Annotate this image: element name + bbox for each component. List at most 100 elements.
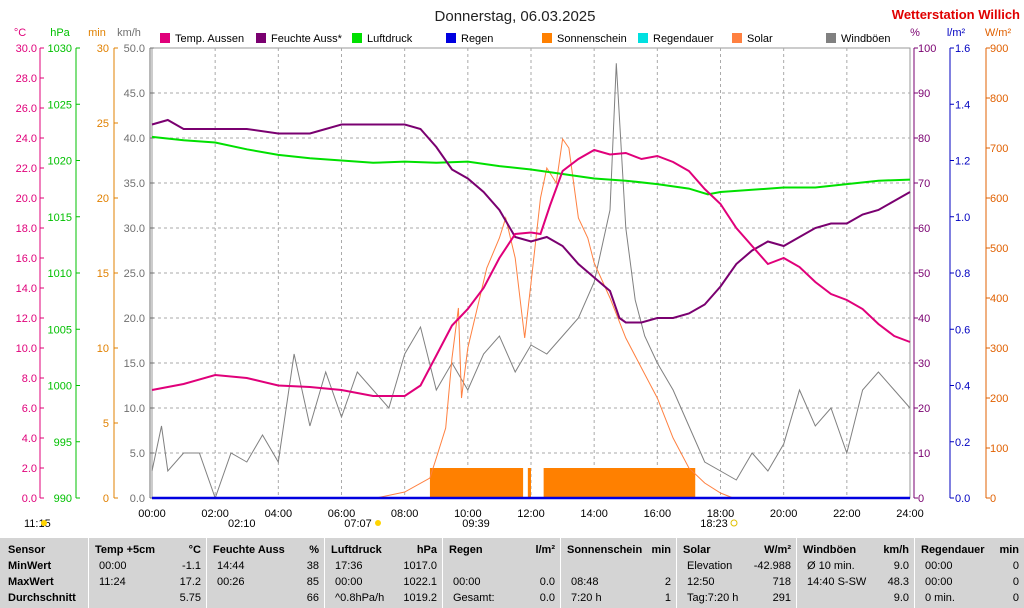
legend-label: Feuchte Auss* (271, 33, 343, 45)
temp-tick-label: 24.0 (16, 133, 37, 145)
section-time: 14:44 (217, 560, 245, 572)
rain-tick-label: 0.6 (955, 324, 970, 336)
press-tick-label: 995 (54, 437, 72, 449)
section-value: 1 (664, 592, 671, 604)
row-label: MaxWert (8, 576, 54, 588)
sunshine-bar (527, 468, 531, 498)
section-title: Sonnenschein (567, 544, 643, 556)
press-tick-label: 1030 (48, 43, 72, 55)
rain-tick-label: 1.0 (955, 212, 970, 224)
kmh-tick-label: 10.0 (124, 403, 145, 415)
section-time: 00:00 (453, 576, 481, 588)
section-value: 1019.2 (403, 592, 437, 604)
hum-tick-label: 40 (918, 313, 930, 325)
section-unit: % (309, 544, 319, 556)
time-tick-label: 14:00 (580, 508, 608, 520)
kmh-tick-label: 5.0 (130, 448, 145, 460)
temp-tick-label: 14.0 (16, 283, 37, 295)
temp-tick-label: 26.0 (16, 103, 37, 115)
table-section: Feuchte Auss% 14:44 38 00:26 85 66 (206, 538, 324, 608)
solar-tick-label: 400 (990, 293, 1008, 305)
time-tick-label: 16:00 (644, 508, 672, 520)
temp-tick-label: 28.0 (16, 73, 37, 85)
legend-label: Windböen (841, 33, 891, 45)
rain-axis-unit: l/m² (947, 27, 966, 39)
rain-tick-label: 0.4 (955, 381, 970, 393)
time-tick-label: 02:00 (201, 508, 229, 520)
hum-tick-label: 10 (918, 448, 930, 460)
rain-tick-label: 1.6 (955, 43, 970, 55)
sunshine-bar (429, 468, 524, 498)
kmh-tick-label: 0.0 (130, 493, 145, 505)
section-unit: min (999, 544, 1019, 556)
hum-tick-label: 0 (918, 493, 924, 505)
weather-chart: Donnerstag, 06.03.2025 Wetterstation Wil… (13, 7, 1021, 530)
press-tick-label: 990 (54, 493, 72, 505)
rain-tick-label: 0.8 (955, 268, 970, 280)
section-unit: W/m² (764, 544, 791, 556)
time-tick-label: 20:00 (770, 508, 798, 520)
rain-tick-label: 1.4 (955, 99, 970, 111)
time-tick-label: 22:00 (833, 508, 861, 520)
table-section: Regen l/m² 00:00 0.0 Gesamt: 0.0 (442, 538, 560, 608)
hum-tick-label: 60 (918, 223, 930, 235)
section-time: 17:36 (335, 560, 363, 572)
solar-tick-label: 600 (990, 193, 1008, 205)
kmh-tick-label: 40.0 (124, 133, 145, 145)
solar-tick-label: 300 (990, 343, 1008, 355)
series-line-feuchte-auss- (151, 118, 911, 324)
sunset-label: 18:23 (700, 518, 728, 530)
section-value: 85 (306, 576, 319, 588)
section-unit: °C (188, 544, 201, 556)
temp-tick-label: 22.0 (16, 163, 37, 175)
section-time: Elevation (687, 560, 733, 572)
time-tick-label: 00:00 (138, 508, 166, 520)
kmh-tick-label: 20.0 (124, 313, 145, 325)
section-value: 9.0 (893, 560, 909, 572)
sunset-icon (730, 519, 738, 527)
legend-label: Regendauer (653, 33, 714, 45)
section-time: 00:00 (99, 560, 127, 572)
temp-tick-label: 16.0 (16, 253, 37, 265)
table-section: Sonnenschein min 08:48 2 7:20 h 1 (560, 538, 676, 608)
press-axis-unit: hPa (50, 27, 70, 39)
temp-tick-label: 30.0 (16, 43, 37, 55)
kmh-tick-label: 30.0 (124, 223, 145, 235)
sunshine-bars (429, 468, 696, 498)
temp-axis-unit: °C (14, 27, 26, 39)
time-tick-label: 24:00 (896, 508, 924, 520)
chart-title: Donnerstag, 06.03.2025 (435, 8, 596, 25)
solar-axis-unit: W/m² (985, 27, 1012, 39)
section-unit: l/m² (535, 544, 555, 556)
moonset-label: 02:10 (228, 518, 256, 530)
hum-tick-label: 90 (918, 88, 930, 100)
press-tick-label: 1020 (48, 156, 72, 168)
row-label: MinWert (8, 560, 52, 572)
section-time: 0 min. (925, 592, 955, 604)
section-time: 00:00 (925, 576, 953, 588)
rain-tick-label: 1.2 (955, 156, 970, 168)
legend: Temp. Aussen Feuchte Auss* Luftdruck Regen S… (160, 33, 891, 45)
legend-label: Sonnenschein (557, 33, 627, 45)
temp-tick-label: 2.0 (22, 463, 37, 475)
table-section: Solar W/m² Elevation -42.988 12:50 718 Tag:7:2… (676, 538, 796, 608)
section-time: 12:50 (687, 576, 715, 588)
temp-tick-label: 4.0 (22, 433, 37, 445)
solar-tick-label: 500 (990, 243, 1008, 255)
section-title: Luftdruck (331, 544, 382, 556)
kmh-tick-label: 50.0 (124, 43, 145, 55)
row-label: Sensor (8, 544, 46, 556)
min-tick-label: 0 (103, 493, 109, 505)
hum-tick-label: 50 (918, 268, 930, 280)
section-title: Solar (683, 544, 711, 556)
series-line-solar (376, 137, 734, 499)
section-value: 66 (306, 592, 319, 604)
section-time: 11:24 (99, 576, 126, 588)
temp-tick-label: 18.0 (16, 223, 37, 235)
solar-tick-label: 900 (990, 43, 1008, 55)
press-tick-label: 1025 (48, 99, 72, 111)
section-title: Regendauer (921, 544, 985, 556)
hum-tick-label: 80 (918, 133, 930, 145)
min-axis-unit: min (88, 27, 106, 39)
hum-axis-unit: % (910, 27, 920, 39)
